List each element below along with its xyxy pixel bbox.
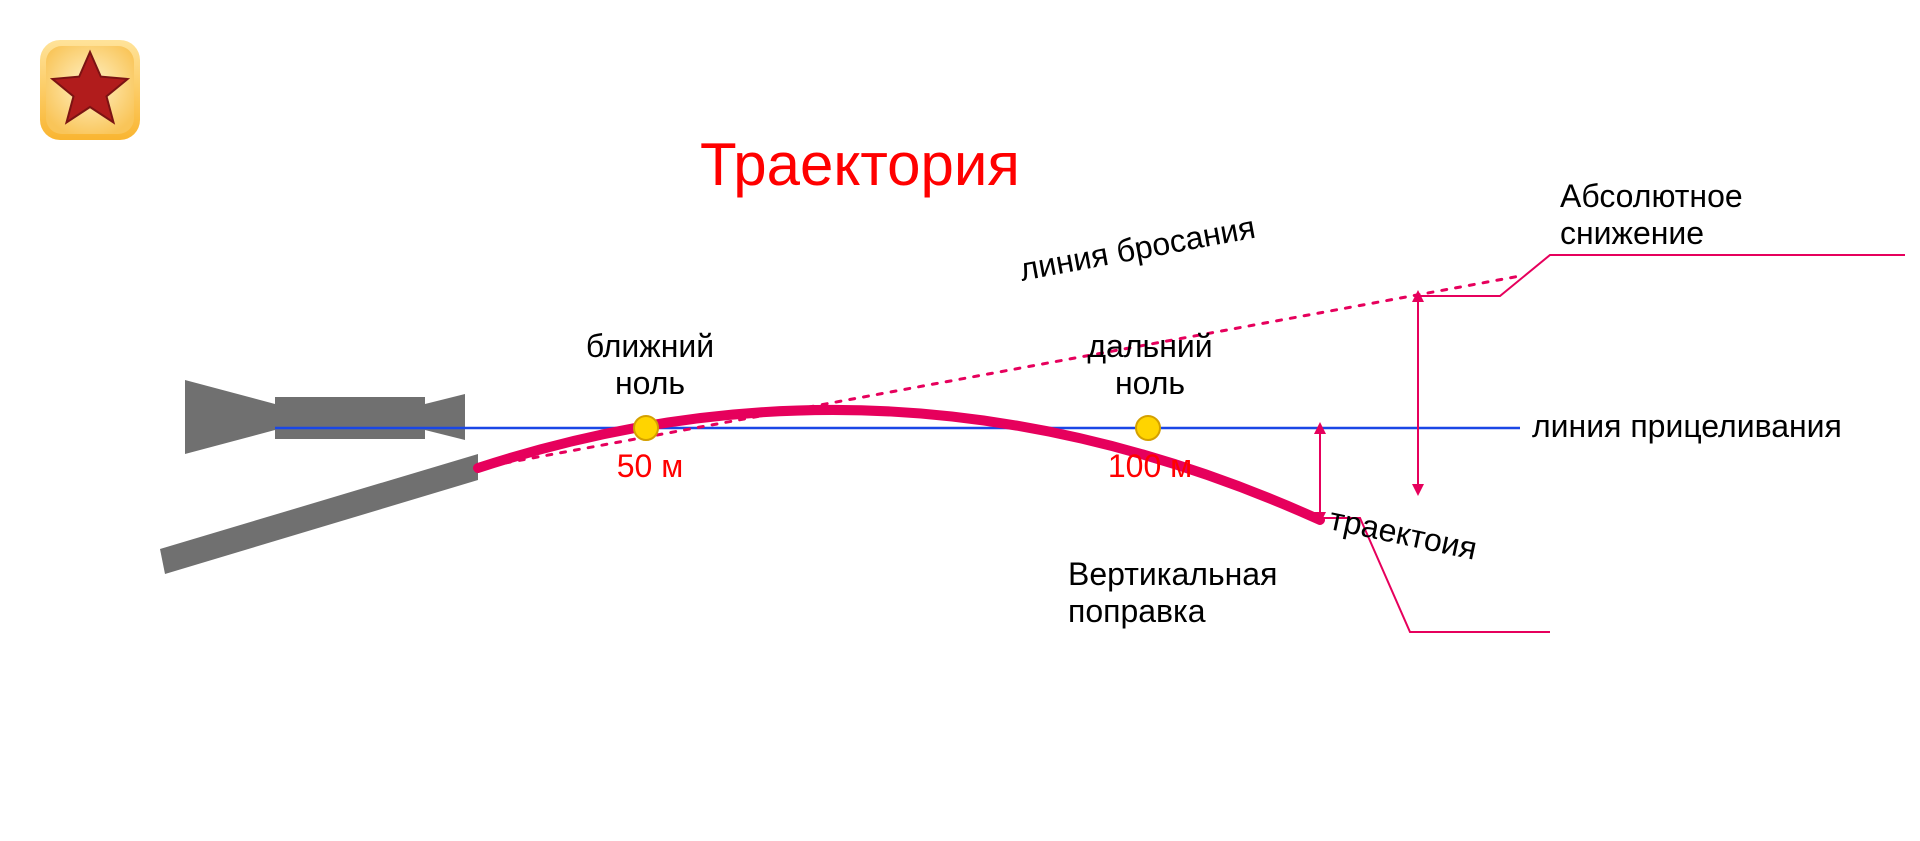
near-zero-marker — [634, 416, 658, 440]
abs-drop-label: Абсолютное снижение — [1560, 178, 1743, 252]
abs-drop-leader — [1418, 255, 1905, 296]
sight-line-label: линия прицеливания — [1532, 408, 1842, 445]
barrel-shape — [160, 454, 478, 574]
near-zero-label: ближний ноль — [560, 328, 740, 402]
diagram-title: Траектория — [700, 130, 1020, 199]
scope-shape — [185, 380, 465, 454]
far-zero-label: дальний ноль — [1060, 328, 1240, 402]
near-zero-distance: 50 м — [560, 448, 740, 485]
far-zero-distance: 100 м — [1060, 448, 1240, 485]
far-zero-marker — [1136, 416, 1160, 440]
vert-corr-label: Вертикальная поправка — [1068, 556, 1277, 630]
diagram-stage: Траектория ближний ноль 50 м дальний нол… — [0, 0, 1920, 841]
